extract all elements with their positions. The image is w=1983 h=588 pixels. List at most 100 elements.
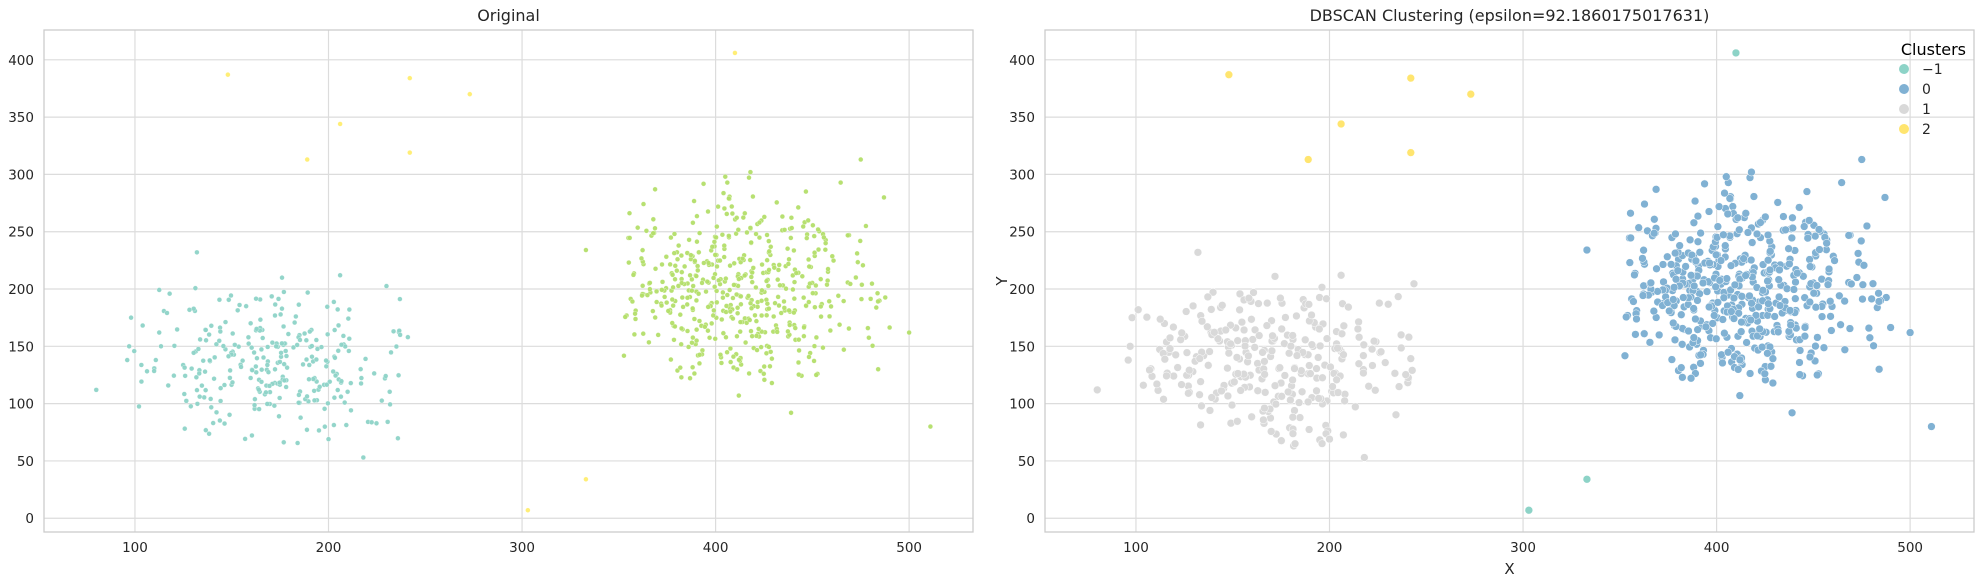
y-tick-label: 150 bbox=[1009, 339, 1035, 355]
data-point bbox=[734, 366, 740, 372]
y-tick-label: 200 bbox=[8, 282, 34, 298]
data-point bbox=[1666, 260, 1676, 269]
data-point bbox=[835, 293, 841, 299]
data-point bbox=[1757, 342, 1767, 352]
data-point bbox=[1805, 255, 1814, 264]
data-point bbox=[881, 194, 887, 201]
data-point bbox=[151, 368, 157, 374]
data-point bbox=[652, 314, 658, 321]
data-point bbox=[1700, 179, 1709, 188]
data-point bbox=[748, 305, 755, 311]
data-point bbox=[665, 308, 671, 314]
data-point bbox=[1773, 198, 1782, 207]
data-point bbox=[207, 357, 213, 363]
data-point bbox=[690, 364, 696, 370]
data-point bbox=[1727, 307, 1736, 316]
data-point bbox=[1756, 218, 1765, 227]
data-point bbox=[747, 225, 753, 231]
data-point bbox=[1337, 329, 1347, 338]
data-point bbox=[1737, 317, 1746, 327]
data-point bbox=[138, 362, 144, 368]
data-point bbox=[164, 310, 170, 316]
data-point bbox=[343, 422, 349, 428]
data-point bbox=[1203, 322, 1212, 331]
data-point bbox=[294, 342, 300, 348]
data-point bbox=[193, 374, 199, 380]
data-point bbox=[1193, 248, 1203, 257]
data-point bbox=[670, 284, 676, 290]
data-point bbox=[1864, 323, 1874, 333]
data-point bbox=[1811, 303, 1821, 312]
data-point bbox=[1718, 358, 1727, 368]
data-point bbox=[218, 385, 224, 391]
data-point bbox=[812, 250, 818, 256]
data-point bbox=[1267, 346, 1277, 356]
series-1 bbox=[583, 156, 933, 430]
data-point bbox=[1152, 379, 1162, 389]
data-point bbox=[1840, 296, 1849, 306]
data-point bbox=[691, 370, 697, 377]
data-point bbox=[796, 347, 802, 354]
data-point bbox=[211, 376, 217, 382]
data-point bbox=[1408, 366, 1417, 375]
legend-marker bbox=[1899, 84, 1909, 94]
data-point bbox=[1236, 386, 1245, 395]
data-point bbox=[1237, 318, 1247, 327]
data-point bbox=[1857, 155, 1866, 164]
data-point bbox=[664, 300, 670, 306]
data-point bbox=[1795, 346, 1805, 355]
data-point bbox=[1288, 331, 1297, 340]
data-point bbox=[144, 368, 150, 374]
data-point bbox=[766, 248, 772, 254]
data-point bbox=[362, 356, 369, 362]
data-point bbox=[1177, 380, 1186, 389]
data-point bbox=[318, 344, 325, 350]
data-point bbox=[1865, 333, 1874, 342]
data-point bbox=[1394, 292, 1403, 301]
y-tick-label: 50 bbox=[1018, 454, 1035, 470]
x-tick-label: 500 bbox=[1897, 540, 1923, 556]
data-point bbox=[724, 349, 730, 355]
data-point bbox=[1351, 402, 1360, 411]
data-point bbox=[1260, 403, 1269, 413]
data-point bbox=[646, 339, 652, 345]
data-point bbox=[395, 435, 401, 441]
data-point bbox=[1737, 292, 1747, 301]
data-point bbox=[1197, 401, 1206, 411]
data-point bbox=[789, 225, 795, 231]
data-point bbox=[1868, 279, 1878, 288]
data-point bbox=[1712, 334, 1721, 343]
data-point bbox=[679, 269, 685, 275]
data-point bbox=[1275, 363, 1284, 372]
data-point bbox=[671, 250, 677, 256]
data-point bbox=[248, 320, 254, 326]
data-point bbox=[348, 380, 354, 386]
data-point bbox=[1779, 212, 1788, 221]
data-point bbox=[747, 169, 753, 175]
data-point bbox=[235, 307, 241, 313]
data-point bbox=[1793, 268, 1802, 278]
data-point bbox=[227, 367, 233, 374]
data-point bbox=[710, 275, 717, 281]
data-point bbox=[776, 262, 782, 268]
data-point bbox=[795, 359, 802, 366]
legend-title: Clusters bbox=[1901, 40, 1966, 59]
data-point bbox=[1745, 291, 1754, 301]
data-point bbox=[1651, 185, 1661, 194]
data-point bbox=[1733, 213, 1742, 222]
data-point bbox=[829, 253, 835, 259]
data-point bbox=[705, 260, 712, 266]
data-point bbox=[182, 365, 188, 371]
data-point bbox=[1751, 311, 1761, 320]
data-point bbox=[686, 237, 692, 243]
data-point bbox=[325, 400, 331, 406]
panel-1: 100 200 300 400 500 0 50 100 150 200 250 300 350 400 O… bbox=[8, 6, 974, 556]
data-point bbox=[721, 254, 727, 260]
data-point bbox=[1671, 248, 1680, 258]
data-point bbox=[1162, 371, 1171, 381]
data-point bbox=[788, 215, 794, 221]
data-point bbox=[174, 326, 180, 333]
data-point bbox=[859, 282, 865, 288]
data-point bbox=[1649, 306, 1658, 316]
data-point bbox=[747, 317, 753, 323]
